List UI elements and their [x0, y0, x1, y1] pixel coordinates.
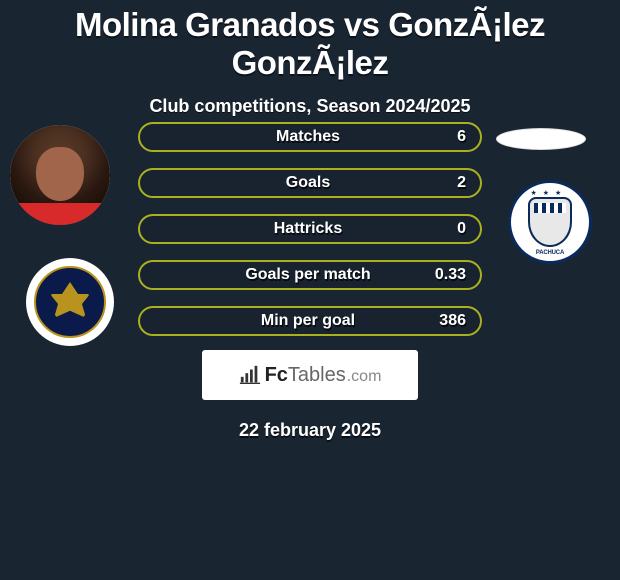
badge-text: PACHUCA: [511, 250, 589, 256]
stat-right-value: 2: [426, 174, 466, 192]
stat-label: Matches: [190, 128, 426, 146]
comparison-title: Molina Granados vs GonzÃ¡lez GonzÃ¡lez: [0, 0, 620, 82]
brand-tables: Tables: [288, 364, 346, 387]
player-left-avatar: [10, 125, 110, 225]
stat-row: Min per goal386: [138, 306, 482, 336]
brand-com: .com: [347, 368, 382, 386]
player-right-club-badge: ★ ★ ★ ★ ★ PACHUCA: [500, 178, 600, 266]
bar-chart-icon: [239, 364, 261, 386]
stat-row: Goals2: [138, 168, 482, 198]
fctables-brand[interactable]: Fc Tables .com: [202, 350, 418, 400]
stat-row: Goals per match0.33: [138, 260, 482, 290]
stat-right-value: 0.33: [426, 266, 466, 284]
stats-panel: Matches6Goals2Hattricks0Goals per match0…: [138, 122, 482, 352]
brand-fc: Fc: [265, 364, 288, 387]
pumas-icon: [34, 266, 106, 338]
stat-label: Min per goal: [190, 312, 426, 330]
player-left-club-badge: [26, 258, 114, 346]
stat-right-value: 386: [426, 312, 466, 330]
stat-right-value: 6: [426, 128, 466, 146]
generation-date: 22 february 2025: [0, 420, 620, 441]
player-right-avatar: [496, 128, 586, 150]
pachuca-icon: ★ ★ ★ ★ ★ PACHUCA: [508, 180, 592, 264]
brand-text: Fc Tables .com: [265, 364, 382, 387]
stat-label: Goals per match: [190, 266, 426, 284]
stat-label: Hattricks: [190, 220, 426, 238]
stat-row: Hattricks0: [138, 214, 482, 244]
stat-label: Goals: [190, 174, 426, 192]
stat-right-value: 0: [426, 220, 466, 238]
comparison-subtitle: Club competitions, Season 2024/2025: [0, 96, 620, 117]
stat-row: Matches6: [138, 122, 482, 152]
